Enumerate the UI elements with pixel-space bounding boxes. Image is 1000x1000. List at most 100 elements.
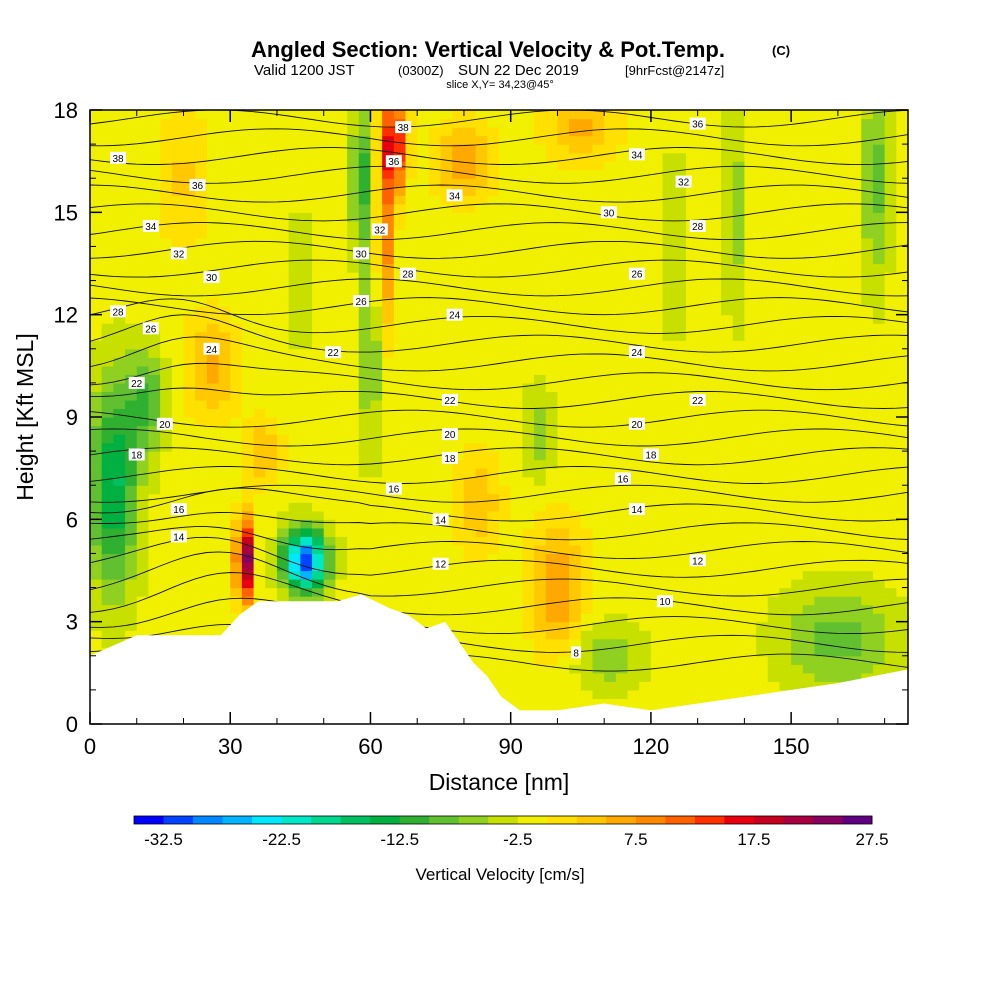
colorbar-tick-label: -32.5	[144, 830, 183, 849]
theta-contour-line	[90, 551, 908, 597]
theta-contour-label: 20	[156, 417, 173, 431]
colorbar-title: Vertical Velocity [cm/s]	[415, 865, 584, 884]
theta-contour-label: 22	[128, 376, 145, 390]
theta-contour-label: 22	[325, 346, 342, 359]
theta-contour-line	[90, 447, 908, 466]
theta-contour-label: 32	[675, 175, 692, 189]
theta-contour-line	[90, 512, 908, 541]
theta-contour-line	[90, 165, 908, 184]
theta-contour-label: 8	[571, 646, 582, 659]
theta-contour-label: 30	[600, 206, 617, 219]
colorbar-tick-label: 17.5	[737, 830, 770, 849]
theta-contour-line	[90, 387, 908, 409]
plot-area: 3836343230282624222018161438363230282622…	[90, 110, 908, 724]
theta-contour-line	[90, 184, 908, 203]
theta-contour-line	[90, 572, 908, 616]
y-tick-label: 0	[66, 712, 78, 737]
colorbar-swatch	[340, 816, 371, 824]
colorbar-swatch	[193, 816, 223, 824]
vertical-velocity-field	[90, 110, 908, 724]
theta-contour-line	[90, 466, 908, 484]
theta-contour-label: 28	[399, 267, 416, 281]
theta-contour-label: 34	[142, 220, 159, 233]
colorbar-swatch	[665, 816, 696, 824]
theta-contour-label: 26	[142, 322, 159, 335]
theta-contour-label: 12	[689, 554, 706, 567]
theta-contour-label: 22	[689, 393, 706, 407]
theta-contour-label: 28	[110, 305, 126, 318]
valid-zulu: (0300Z)	[398, 63, 444, 78]
x-tick-label: 150	[773, 734, 810, 759]
forecast-tag: [9hrFcst@2147z]	[625, 63, 724, 78]
colorbar-swatch	[842, 816, 873, 824]
slice-info: slice X,Y= 34,23@45°	[446, 79, 554, 91]
colorbar-swatch	[370, 816, 401, 824]
valid-line: Valid 1200 JST (0300Z) SUN 22 Dec 2019 […	[254, 62, 724, 79]
colorbar-swatch	[576, 816, 607, 824]
valid-date: SUN 22 Dec 2019	[458, 62, 579, 79]
theta-contour-line	[90, 314, 908, 353]
theta-contour-line	[90, 147, 908, 166]
theta-contour-label: 18	[128, 448, 145, 462]
x-tick-label: 60	[358, 734, 382, 759]
theta-contour-label: 26	[353, 295, 370, 308]
colorbar-tick-label: -12.5	[380, 830, 419, 849]
theta-contour-line	[90, 597, 908, 635]
x-tick-label: 30	[218, 734, 242, 759]
colorbar-swatch	[812, 816, 843, 824]
theta-contour-label: 24	[446, 308, 463, 322]
theta-contour-label: 34	[628, 148, 645, 161]
theta-contour-label: 38	[110, 151, 126, 165]
theta-contour-label: 32	[170, 247, 187, 260]
theta-contour-label: 10	[656, 595, 673, 608]
colorbar-swatch	[429, 816, 460, 824]
theta-contour-label: 22	[441, 393, 458, 407]
colorbar-swatch	[606, 816, 637, 824]
colorbar-swatch	[517, 816, 548, 824]
colorbar-swatch	[163, 816, 194, 824]
theta-contour-line	[90, 297, 908, 316]
theta-contour-line	[90, 362, 908, 391]
theta-contour-label: 28	[689, 220, 706, 233]
theta-contour-labels: 3836343230282624222018161438363230282622…	[110, 117, 706, 659]
x-axis: 0 30 60 90 120 150	[84, 110, 886, 759]
colorbar-swatch	[635, 816, 666, 824]
y-axis-label: Height [Kft MSL]	[12, 333, 38, 500]
theta-contour-label: 20	[628, 417, 645, 431]
colorbar-swatch	[399, 816, 430, 824]
theta-contour-line	[90, 623, 908, 653]
colorbar-swatch	[724, 816, 755, 824]
colorbar-tick-label: 27.5	[855, 830, 888, 849]
theta-contour-label: 32	[371, 223, 388, 236]
colorbar-swatch	[547, 816, 578, 824]
y-tick-label: 6	[66, 507, 78, 532]
colorbar-swatch	[753, 816, 784, 824]
theta-contour-label: 14	[628, 503, 645, 516]
theta-contour-line	[90, 409, 908, 428]
theta-contour-line	[90, 298, 908, 334]
colorbar: -32.5 -22.5 -12.5 -2.5 7.5 17.5 27.5	[133, 815, 889, 849]
theta-contour-label: 14	[432, 513, 449, 526]
colorbar-swatch	[488, 816, 519, 824]
theta-contour-label: 12	[432, 557, 449, 571]
theta-contour-label: 26	[628, 267, 645, 281]
x-tick-label: 120	[633, 734, 670, 759]
theta-contour-label: 36	[689, 117, 706, 131]
colorbar-swatch	[311, 816, 342, 824]
theta-contour-line	[90, 278, 908, 297]
y-tick-label: 12	[54, 303, 78, 328]
theta-contour-label: 36	[385, 155, 402, 168]
theta-contour-label: 36	[189, 179, 206, 192]
colorbar-swatch	[458, 816, 489, 824]
theta-contour-label: 16	[170, 503, 187, 516]
y-tick-label: 18	[54, 98, 78, 123]
terrain-mask	[90, 594, 908, 724]
colorbar-tick-label: 7.5	[624, 830, 648, 849]
colorbar-swatch	[694, 816, 725, 824]
colorbar-swatch	[222, 816, 253, 824]
theta-contour-line	[90, 526, 908, 560]
colorbar-swatch	[134, 816, 164, 824]
theta-contour-line	[90, 203, 908, 222]
